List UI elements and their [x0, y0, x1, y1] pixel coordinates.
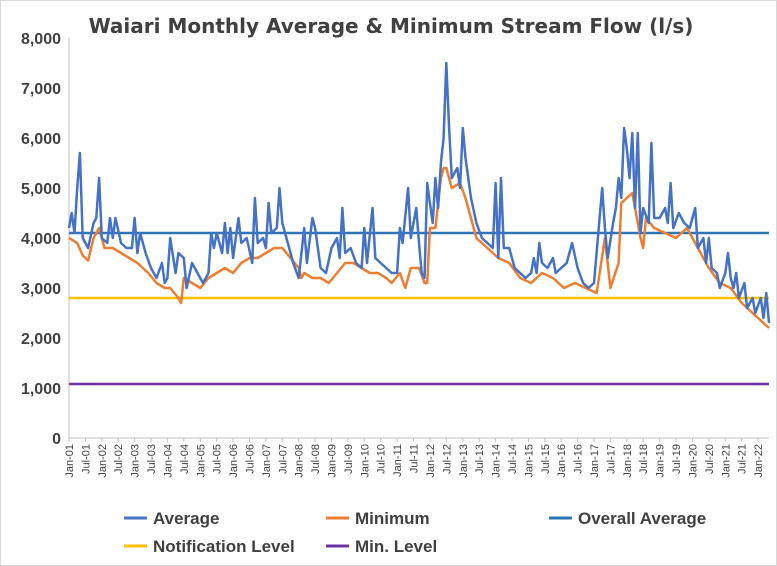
x-tick-label: Jul-15 [540, 444, 552, 474]
x-tick-label: Jan-10 [359, 444, 371, 478]
x-tick-label: Jan-21 [720, 444, 732, 478]
x-tick-label: Jul-05 [212, 444, 224, 474]
x-tick-label: Jan-06 [228, 444, 240, 478]
y-tick-label: 1,000 [21, 381, 61, 398]
y-tick-label: 5,000 [21, 181, 61, 198]
x-tick-label: Jul-13 [474, 444, 486, 474]
legend-label: Min. Level [355, 537, 437, 556]
x-tick-label: Jul-14 [507, 444, 519, 474]
series-average-line [67, 61, 771, 324]
x-tick-label: Jan-01 [64, 444, 76, 478]
legend-label: Notification Level [153, 537, 295, 556]
x-tick-label: Jul-16 [573, 444, 585, 474]
y-tick-label: 2,000 [21, 331, 61, 348]
x-tick-label: Jan-02 [97, 444, 109, 478]
x-tick-label: Jan-04 [162, 444, 174, 478]
x-tick-label: Jul-08 [310, 444, 322, 474]
x-tick-label: Jan-12 [425, 444, 437, 478]
x-tick-label: Jan-03 [130, 444, 142, 478]
x-tick-label: Jan-15 [523, 444, 535, 478]
x-tick-label: Jan-22 [753, 444, 765, 478]
y-tick-label: 4,000 [21, 231, 61, 248]
x-tick-label: Jul-20 [704, 444, 716, 474]
y-tick-label: 3,000 [21, 281, 61, 298]
x-tick-label: Jan-05 [195, 444, 207, 478]
x-tick-label: Jul-18 [638, 444, 650, 474]
legend-label: Average [153, 509, 219, 528]
x-tick-label: Jan-14 [491, 444, 503, 478]
x-tick-label: Jul-06 [244, 444, 256, 474]
x-tick-label: Jan-16 [556, 444, 568, 478]
x-tick-label: Jan-17 [589, 444, 601, 478]
y-tick-label: 6,000 [21, 131, 61, 148]
y-tick-label: 8,000 [21, 31, 61, 48]
y-axis: 0 1,000 2,000 3,000 4,000 5,000 6,000 7,000 8,00… [21, 31, 61, 448]
x-tick-label: Jul-07 [277, 444, 289, 474]
x-tick-label: Jan-07 [261, 444, 273, 478]
x-tick-label: Jul-12 [441, 444, 453, 474]
x-tick-label: Jul-10 [376, 444, 388, 474]
series-layer [67, 61, 771, 386]
legend-label: Overall Average [578, 509, 706, 528]
chart-title: Waiari Monthly Average & Minimum Stream … [89, 14, 694, 38]
x-tick-label: Jan-19 [655, 444, 667, 478]
x-tick-label: Jan-18 [622, 444, 634, 478]
x-tick-label: Jan-08 [294, 444, 306, 478]
x-tick-label: Jan-13 [458, 444, 470, 478]
x-tick-label: Jul-21 [737, 444, 749, 474]
x-tick-label: Jul-02 [113, 444, 125, 474]
x-tick-label: Jan-20 [687, 444, 699, 478]
legend-label: Minimum [355, 509, 430, 528]
y-tick-label: 7,000 [21, 81, 61, 98]
x-tick-label: Jul-04 [179, 444, 191, 474]
x-tick-label: Jan-09 [327, 444, 339, 478]
x-tick-label: Jan-11 [392, 444, 404, 477]
x-tick-label: Jul-09 [343, 444, 355, 474]
x-tick-label: Jul-11 [409, 444, 421, 473]
series-minimum-line [68, 166, 770, 329]
x-axis: Jan-01 Jul-01 Jan-02 Jul-02 Jan-03 Jul-03 Jan-… [64, 438, 765, 478]
x-tick-label: Jul-19 [671, 444, 683, 474]
x-tick-label: Jul-03 [146, 444, 158, 474]
y-tick-label: 0 [52, 431, 61, 448]
x-tick-label: Jul-17 [605, 444, 617, 474]
legend: Average Minimum Overall Average Notificatio… [124, 509, 706, 556]
x-tick-label: Jul-01 [80, 444, 92, 474]
